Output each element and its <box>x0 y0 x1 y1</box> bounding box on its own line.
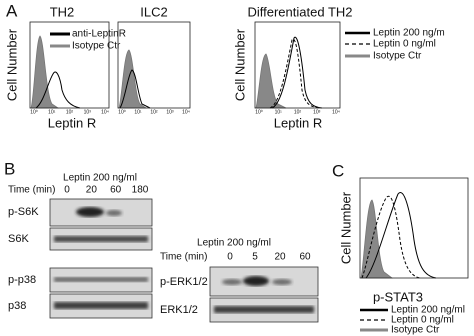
x-label: p-STAT3 <box>373 289 423 304</box>
plot-title: TH2 <box>50 4 75 19</box>
histogram <box>365 191 437 279</box>
x-label: Leptin R <box>48 115 96 130</box>
time-label: 180 <box>132 185 149 196</box>
time-label: 20 <box>274 252 286 263</box>
y-label: Cell Number <box>4 28 19 101</box>
row-label: p-ERK1/2 <box>160 276 208 288</box>
isotype-histogram <box>360 199 394 279</box>
x-tick-label: 10⁰ <box>118 109 126 115</box>
x-tick-label: 10¹ <box>275 109 283 115</box>
row-label: ERK1/2 <box>160 304 198 316</box>
row-label: p-p38 <box>8 274 36 286</box>
x-tick-label: 10³ <box>166 109 174 115</box>
isotype-histogram <box>255 53 287 109</box>
treatment-label: Leptin 200 ng/ml <box>63 173 137 184</box>
legend-label: Leptin 200 ng/ml <box>391 305 465 316</box>
x-tick-label: 10¹ <box>48 109 56 115</box>
band <box>76 207 104 217</box>
isotype-histogram <box>118 49 148 109</box>
histogram <box>361 195 421 279</box>
x-tick-label: 10³ <box>313 109 321 115</box>
y-label: Cell Number <box>338 191 353 264</box>
legend-label: Isotype Ctr <box>373 51 422 62</box>
time-label: 5 <box>252 252 258 263</box>
x-tick-label: 10⁰ <box>30 109 38 115</box>
x-tick-label: 10² <box>150 109 158 115</box>
plot-frame <box>254 21 341 109</box>
time-label: 60 <box>110 185 122 196</box>
plot-title: Differentiated TH2 <box>247 4 352 19</box>
legend-label: Leptin 0 ng/ml <box>391 315 454 326</box>
x-tick-label: 10¹ <box>134 109 142 115</box>
y-label: Cell Number <box>232 28 247 101</box>
time-label: 60 <box>299 252 311 263</box>
band <box>214 306 314 313</box>
legend-label: Leptin 200 ng/m <box>373 28 445 39</box>
x-tick-label: 10⁰ <box>255 109 263 115</box>
x-tick-label: 10³ <box>84 109 92 115</box>
band <box>54 302 148 309</box>
row-label: p38 <box>8 300 26 312</box>
row-label: p-S6K <box>8 206 39 218</box>
time-label: 0 <box>227 252 233 263</box>
x-label: Leptin R <box>274 115 322 130</box>
panel-label: A <box>6 1 18 20</box>
treatment-label: Leptin 200 ng/ml <box>197 238 271 249</box>
time-label: 20 <box>86 185 98 196</box>
plot-frame <box>359 177 469 279</box>
legend-label: Leptin 0 ng/ml <box>373 39 436 50</box>
histogram <box>269 38 321 109</box>
isotype-histogram <box>30 35 60 109</box>
time-label: Time (min) <box>160 252 207 263</box>
time-label: Time (min) <box>8 185 55 196</box>
plot-title: ILC2 <box>140 4 167 19</box>
time-label: 0 <box>64 185 70 196</box>
histogram <box>119 69 151 109</box>
x-tick-label: 10² <box>294 109 302 115</box>
band <box>106 210 122 216</box>
histogram <box>35 71 81 109</box>
x-tick-label: 10² <box>66 109 74 115</box>
row-label: S6K <box>8 233 29 245</box>
band <box>54 236 148 242</box>
histogram <box>271 36 323 109</box>
plot-frame <box>29 21 110 109</box>
legend-label: Isotype Ctr <box>391 325 440 336</box>
panel-label: B <box>4 159 15 178</box>
panel-label: C <box>332 161 344 180</box>
legend-label: anti-LeptinR <box>72 29 126 40</box>
band <box>272 279 292 285</box>
legend-label: Isotype Ctr <box>72 41 121 52</box>
plot-frame <box>117 21 191 109</box>
band <box>243 276 269 286</box>
band <box>54 277 148 282</box>
band <box>222 279 242 285</box>
x-tick-label: 10⁴ <box>182 109 190 115</box>
x-tick-label: 10⁴ <box>101 109 109 115</box>
x-tick-label: 10⁴ <box>332 109 340 115</box>
